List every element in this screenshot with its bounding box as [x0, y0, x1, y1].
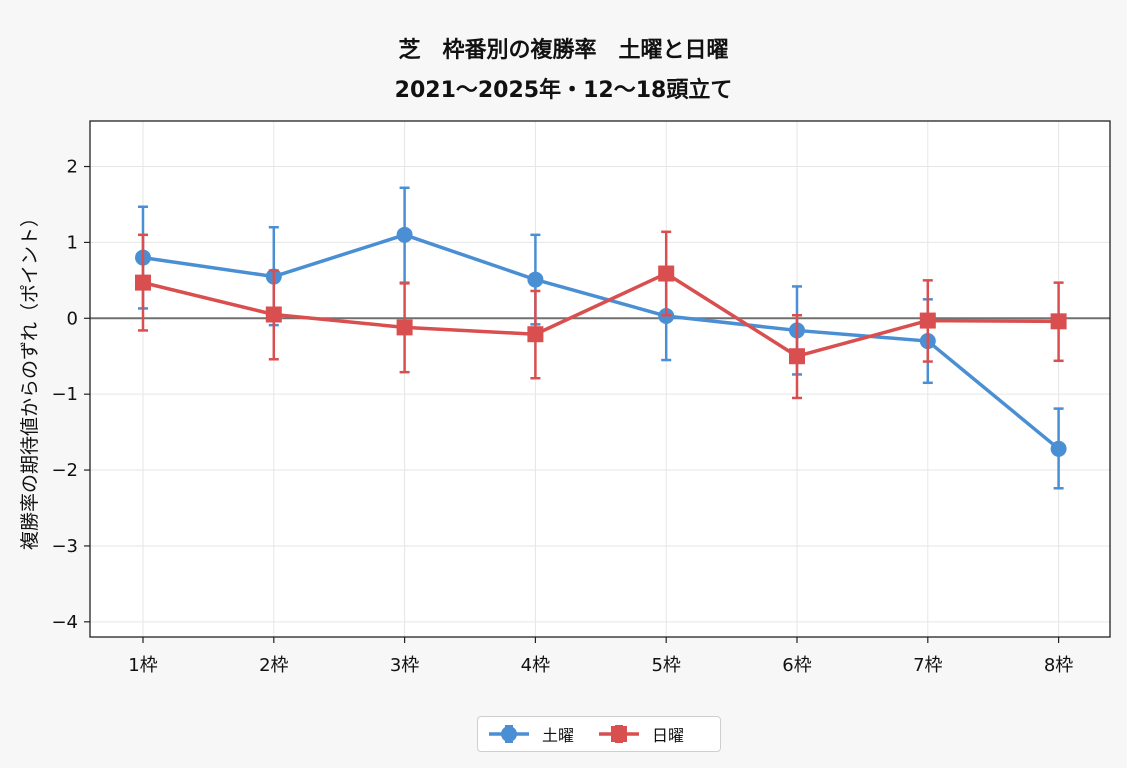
- data-point: [396, 319, 413, 336]
- x-tick-label: 8枠: [1044, 655, 1073, 676]
- data-point: [135, 274, 151, 291]
- chart-subtitle: 2021〜2025年・12〜18頭立て: [394, 78, 733, 103]
- data-point: [527, 271, 544, 288]
- x-tick-label: 3枠: [390, 655, 419, 676]
- y-tick-label: −3: [51, 536, 78, 557]
- data-point: [1050, 313, 1067, 330]
- legend-label-saturday: 土曜: [542, 726, 575, 745]
- x-tick-label: 5枠: [651, 655, 680, 676]
- y-tick-label: 1: [67, 232, 78, 253]
- data-point: [265, 306, 282, 323]
- data-point: [396, 226, 413, 243]
- legend-item-sunday: 日曜: [596, 722, 684, 746]
- x-tick-label: 4枠: [521, 655, 550, 676]
- y-axis-label: 複勝率の期待値からのずれ（ポイント）: [19, 208, 41, 550]
- plot-area: [90, 121, 1110, 637]
- x-tick-label: 1枠: [128, 655, 157, 676]
- x-tick-label: 7枠: [913, 655, 942, 676]
- legend-label-sunday: 日曜: [652, 726, 685, 745]
- legend-marker-square: [599, 725, 640, 743]
- axes-frame: [89, 120, 1111, 638]
- legend-item-saturday: 土曜: [486, 722, 574, 746]
- series-sunday: [135, 230, 1067, 400]
- series-line: [142, 233, 1060, 451]
- chart-title: 芝 枠番別の複勝率 土曜と日曜: [398, 38, 729, 63]
- data-point: [919, 312, 936, 329]
- legend-marker-circle: [489, 725, 529, 743]
- y-tick-label: −1: [51, 384, 78, 405]
- y-tick-label: 2: [67, 157, 78, 178]
- x-tick-label: 6枠: [782, 655, 811, 676]
- series-line: [142, 271, 1059, 358]
- y-tick-label: −2: [51, 460, 78, 481]
- x-tick-label: 2枠: [259, 655, 288, 676]
- data-point: [789, 348, 805, 365]
- data-point: [527, 326, 544, 343]
- legend: 土曜 日曜: [477, 716, 721, 752]
- data-point: [1050, 440, 1067, 457]
- y-tick-label: 0: [67, 308, 78, 329]
- data-point: [658, 265, 675, 282]
- y-tick-label: −4: [51, 612, 78, 633]
